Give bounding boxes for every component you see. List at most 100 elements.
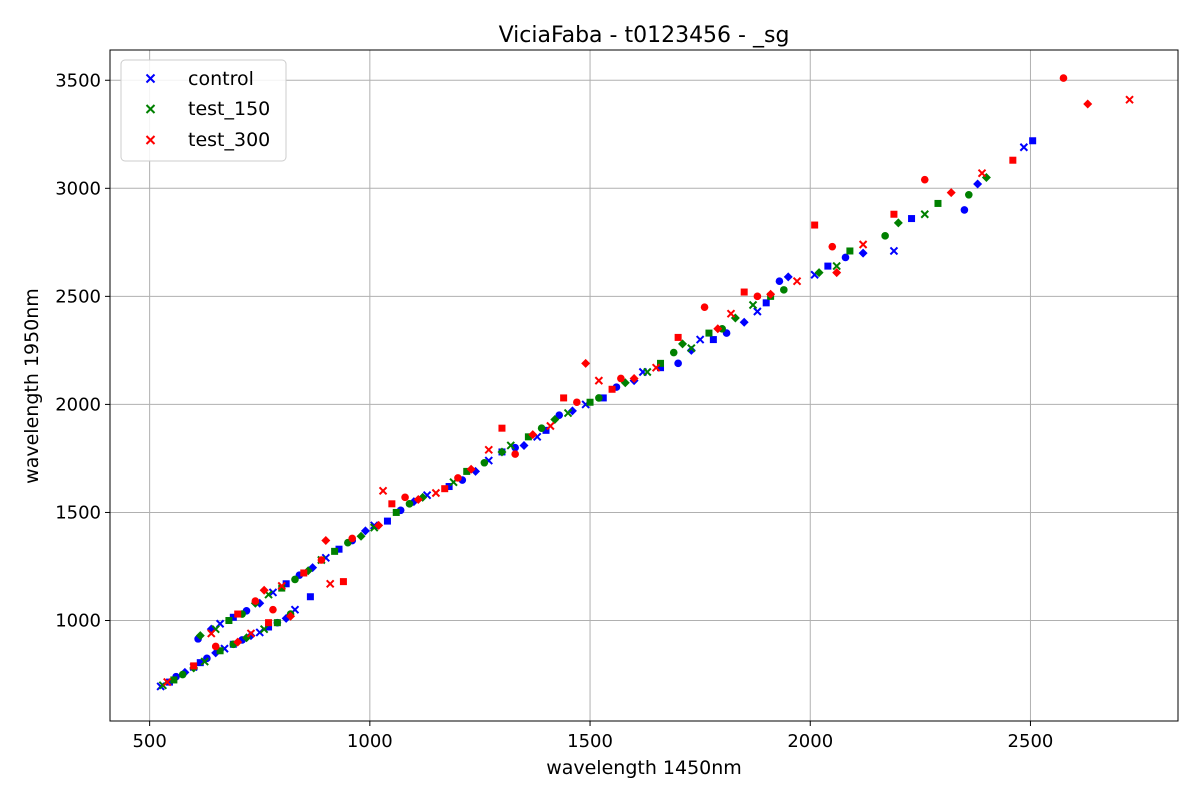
data-point [383,517,391,525]
data-point [268,588,278,597]
data-point [965,190,973,199]
data-point [360,526,370,536]
y-tick-label: 3000 [55,178,101,199]
data-point [594,376,604,385]
data-point [519,440,529,450]
data-point [713,324,723,334]
data-point [890,210,898,218]
x-tick-label: 1500 [567,731,613,752]
data-point [163,677,172,687]
plot-area-frame [109,49,1179,722]
data-point [766,289,776,299]
data-point [265,623,273,631]
data-point [291,575,299,584]
data-point [277,581,286,591]
data-point [832,268,842,278]
data-point [946,188,956,198]
data-point [524,433,532,441]
legend-label-control: control [188,68,254,90]
data-point [581,358,591,368]
data-point [700,303,709,311]
data-point [599,394,607,402]
data-point [463,467,471,475]
data-point [278,584,286,592]
data-point [528,430,538,440]
y-tick-label: 1500 [55,502,101,523]
data-point [170,676,178,684]
data-point [893,218,903,228]
data-point [431,488,441,498]
data-point [920,210,929,219]
legend-label-test-150: test_150 [188,98,270,120]
data-point [454,474,462,482]
legend-marker-test-300 [145,135,156,145]
data-point [506,441,515,450]
data-point [388,500,396,508]
data-point [908,215,916,223]
x-axis-label: wavelength 1450nm [546,757,742,779]
data-point [739,317,749,327]
data-point [401,493,409,502]
data-point [977,168,987,178]
data-point [392,508,400,516]
data-point [920,175,929,184]
data-points [156,74,1134,691]
y-tick-label: 1000 [55,611,101,632]
data-point [335,545,343,553]
data-point [657,359,665,367]
data-point [225,617,233,625]
data-point [828,242,837,251]
data-point [511,450,519,458]
y-tick-label: 2000 [55,394,101,415]
x-tick-label: 500 [132,731,166,752]
data-point [196,659,204,667]
data-point [325,579,335,588]
grid-lines [110,50,1178,721]
data-point [190,662,198,670]
data-point [282,580,290,588]
data-point [629,373,639,383]
data-point [573,398,581,407]
data-point [567,406,577,416]
data-point [1009,156,1017,164]
data-point [542,426,550,434]
y-tick-label: 2500 [55,286,101,307]
legend-box [120,59,287,162]
data-point [165,678,173,686]
data-point [273,619,281,627]
legend-marker-control [145,73,156,84]
y-axis-label: wavelength 1950nm [21,288,43,484]
data-point [881,232,889,240]
data-point [466,464,476,474]
data-point [211,642,220,651]
data-point [251,597,260,605]
data-point [498,424,506,432]
data-point [973,179,983,189]
data-point [608,385,616,393]
data-point [321,536,331,546]
data-point [1019,143,1029,152]
data-point [824,262,832,270]
data-point [753,292,762,301]
data-point [200,657,209,666]
data-point [748,300,758,310]
data-point [783,272,793,282]
data-point [413,494,423,504]
data-point [780,286,788,294]
data-point [234,610,242,618]
data-point [669,348,678,357]
x-tick-label: 2000 [787,731,833,752]
data-point [674,333,682,341]
data-point [546,421,555,431]
data-point [233,637,243,647]
legend: control test_150 test_300 [120,59,287,162]
data-point [497,447,507,457]
data-point [537,424,546,432]
data-point [674,359,682,368]
legend-label-test-300: test_300 [188,129,270,151]
data-point [695,335,705,344]
data-point [550,415,560,425]
data-point [259,624,269,634]
data-point [286,611,296,621]
